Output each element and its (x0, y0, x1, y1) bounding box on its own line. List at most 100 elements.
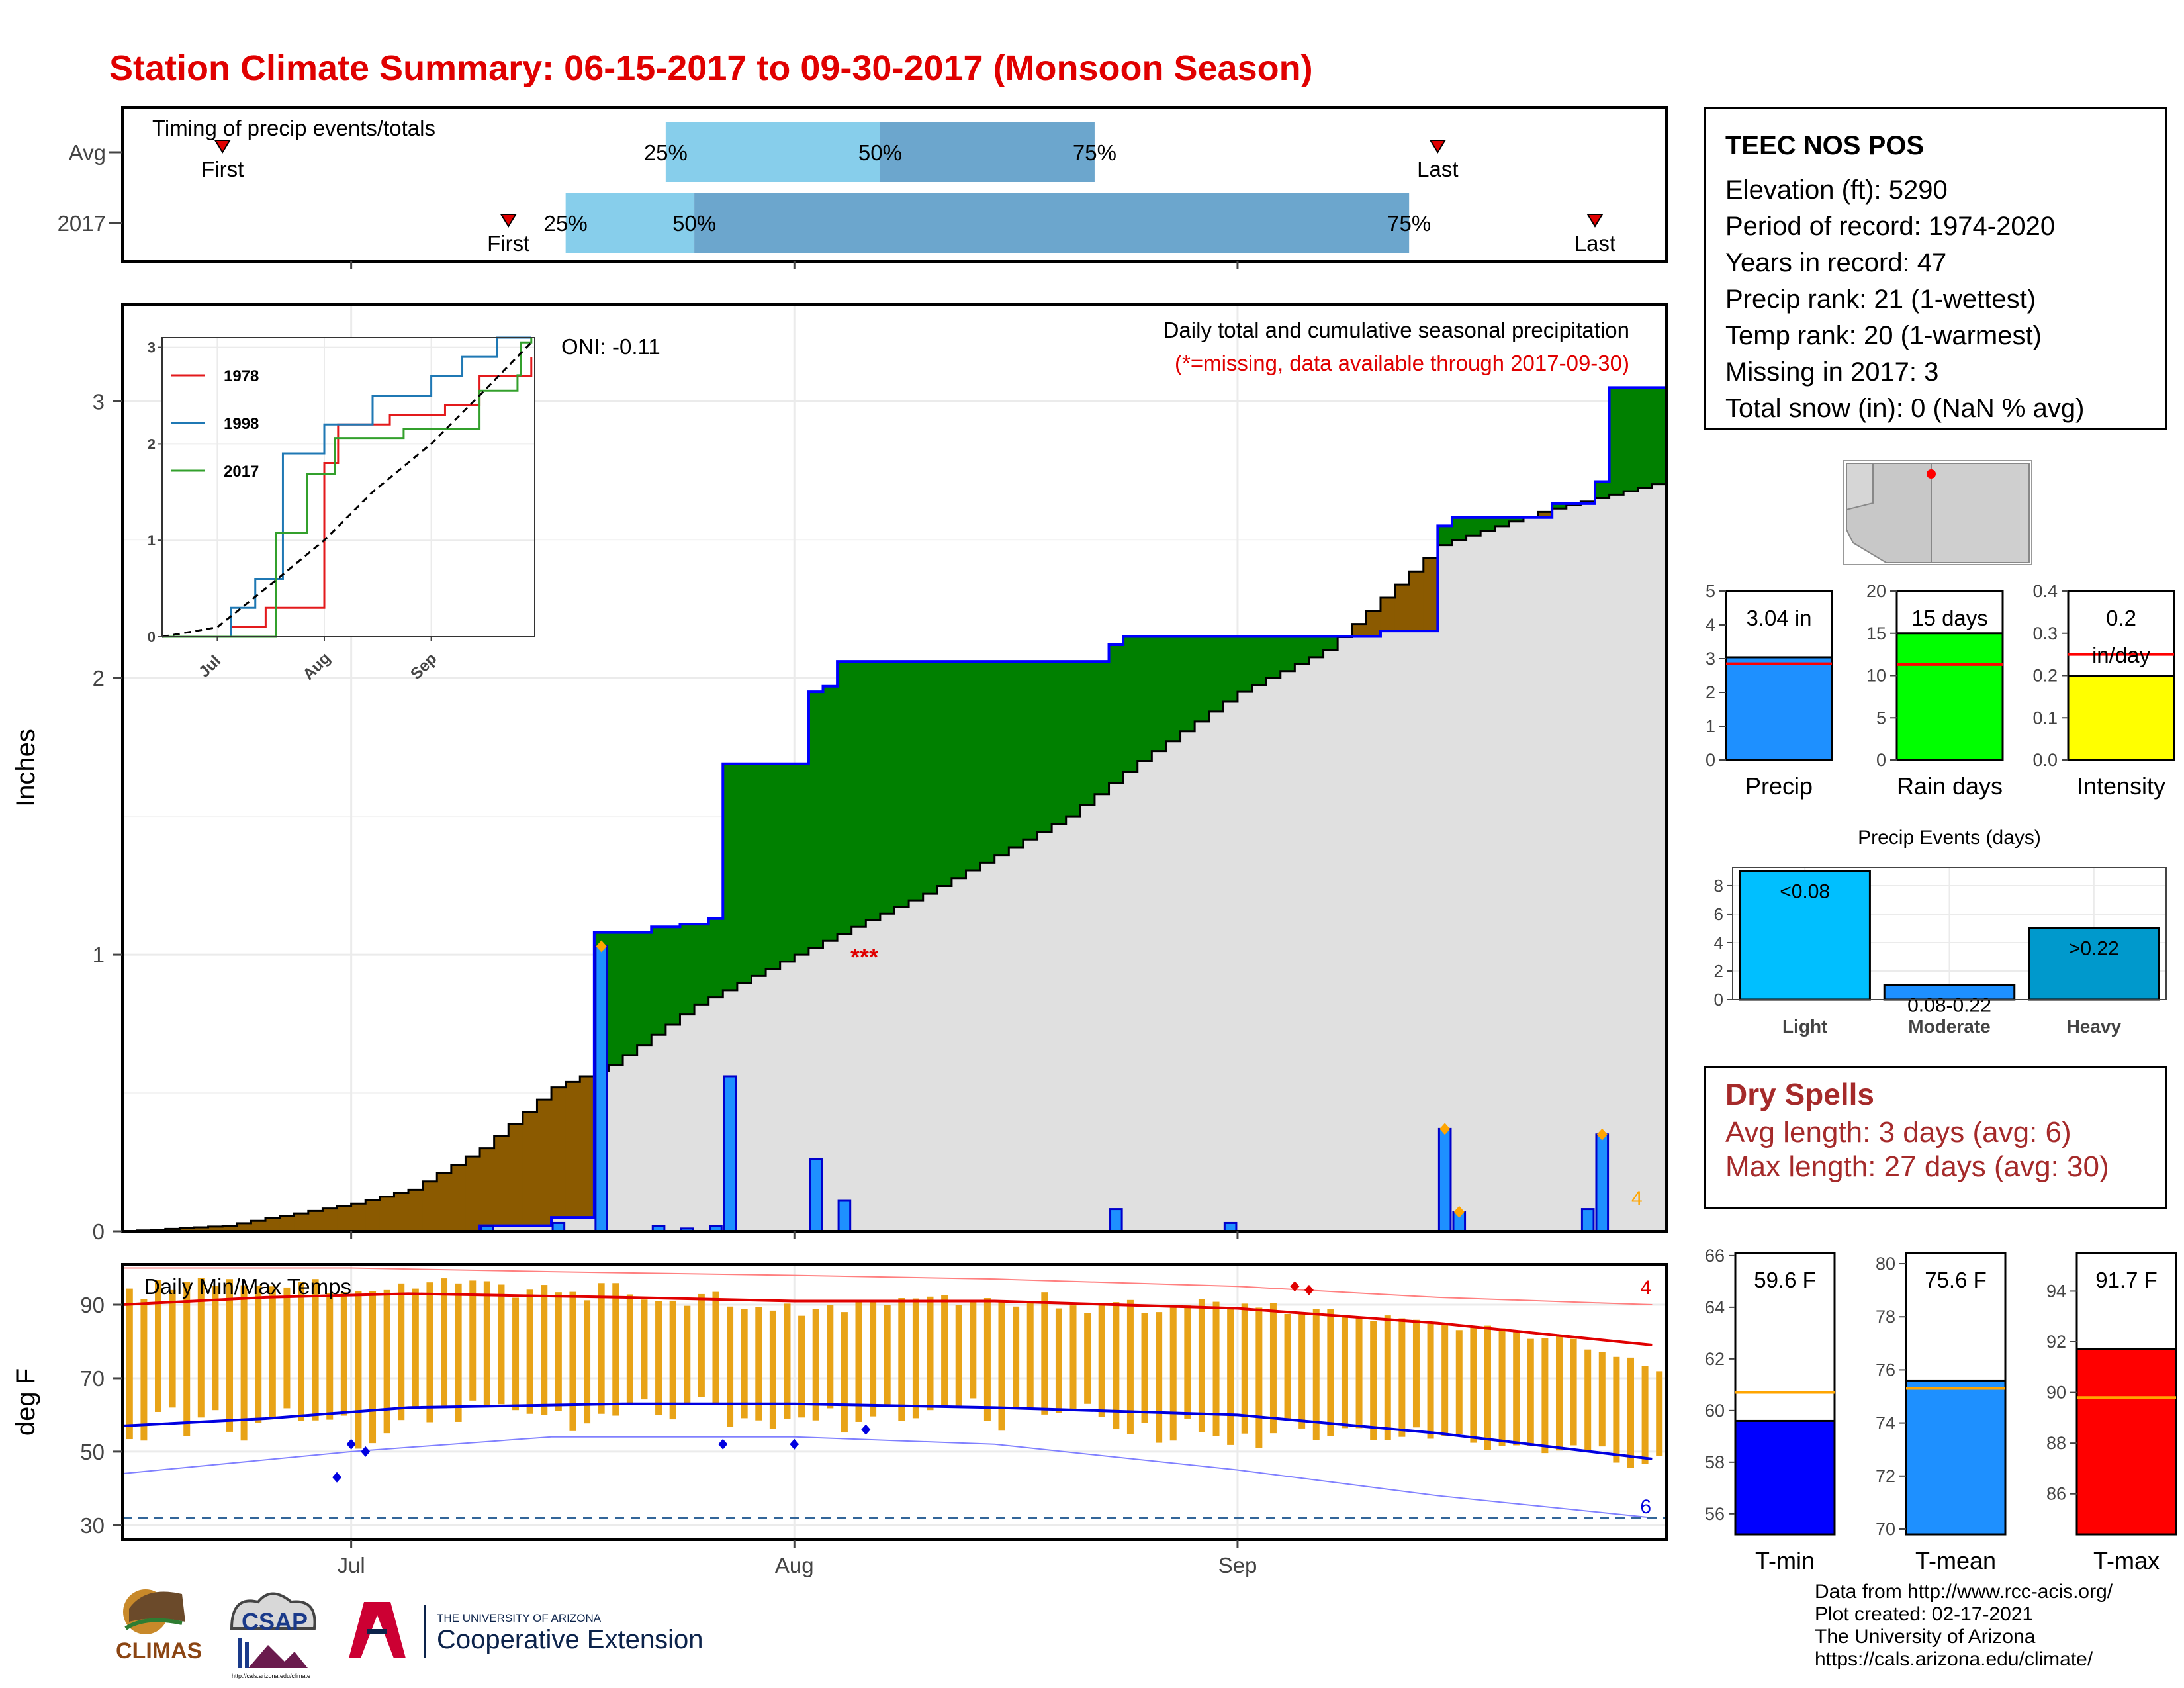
dry-spells-max: Max length: 27 days (avg: 30) (1725, 1150, 2109, 1183)
daily-temp-range-bar (1513, 1331, 1520, 1446)
record-max-marker (1304, 1284, 1314, 1295)
daily-temp-range-bar (1570, 1338, 1577, 1446)
surplus-fill (1466, 517, 1481, 536)
daily-precip-marker (1596, 1128, 1608, 1141)
event-bar-label: >0.22 (2069, 937, 2119, 959)
deficit-fill (465, 1156, 480, 1231)
surplus-fill (1052, 661, 1067, 824)
surplus-fill (1451, 517, 1467, 541)
daily-temp-range-bar (169, 1289, 176, 1408)
daily-temp-range-bar (1126, 1299, 1134, 1434)
daily-temp-range-bar (998, 1301, 1005, 1431)
timing-q75-label: 75% (1387, 211, 1431, 236)
intensity-ytick-label: 0.1 (2032, 708, 2058, 727)
tmean-ytick-label: 70 (1876, 1519, 1895, 1539)
tmin-bar (1734, 1419, 1836, 1536)
precip-ytick-label: 2 (93, 666, 105, 690)
station-precip-rank: Precip rank: 21 (1-wettest) (1725, 285, 2036, 314)
deficit-fill (194, 1227, 209, 1231)
surplus-fill (1637, 387, 1653, 488)
inset-avg-line (161, 342, 532, 638)
surplus-fill (1237, 636, 1253, 692)
daily-temp-range-bar (1026, 1302, 1034, 1408)
timing-row-label: Avg (69, 140, 106, 165)
precip-total-ytick-label: 4 (1706, 615, 1715, 635)
daily-temp-range-bar (884, 1305, 891, 1407)
daily-temp-range-bar (1184, 1305, 1191, 1419)
surplus-fill (1509, 517, 1524, 522)
daily-temp-range-bar (1527, 1338, 1534, 1446)
daily-temp-range-bar (898, 1298, 905, 1421)
inset-ytick-label: 3 (148, 340, 156, 356)
events-frame (1732, 867, 2167, 1000)
deficit-fill (580, 1076, 595, 1218)
ua-logo: THE UNIVERSITY OF ARIZONA Cooperative Ex… (349, 1602, 703, 1658)
deficit-fill (1537, 512, 1553, 518)
precip-panel-frame (121, 303, 1668, 1233)
daily-temp-range-bar (784, 1303, 791, 1419)
daily-precip-bar (594, 945, 608, 1233)
tmax-ytick-label: 92 (2046, 1332, 2066, 1352)
daily-temp-range-bar (1555, 1336, 1563, 1451)
record-max-marker (1290, 1281, 1300, 1292)
tmax-ytick-label: 88 (2046, 1433, 2066, 1453)
tmean-ytick-label: 72 (1876, 1466, 1895, 1486)
ua-small-text: THE UNIVERSITY OF ARIZONA (437, 1612, 602, 1624)
deficit-fill (279, 1215, 295, 1231)
station-name: TEEC NOS POS (1725, 131, 1925, 160)
daily-temp-range-bar (326, 1293, 334, 1420)
event-bar-heavy (2028, 927, 2160, 1001)
tmin-ytick-label: 66 (1705, 1246, 1725, 1266)
intensity-bar (2067, 675, 2175, 761)
timing-q50-label: 50% (672, 211, 716, 236)
daily-temp-range-bar (441, 1278, 448, 1409)
page-title: Station Climate Summary: 06-15-2017 to 0… (109, 48, 1313, 88)
daily-temp-range-bar (1212, 1301, 1220, 1436)
daily-temp-range-bar (426, 1282, 433, 1423)
daily-temp-range-bar (912, 1298, 919, 1419)
inset-ytick-label: 0 (148, 629, 156, 645)
event-xtick-label: Moderate (1908, 1016, 1990, 1037)
inset-legend-label: 2017 (224, 463, 259, 481)
tmean-ytick-label: 74 (1876, 1413, 1895, 1433)
daily-temp-range-bar (727, 1306, 734, 1427)
surplus-fill (723, 763, 738, 990)
daily-temp-range-bar (1498, 1328, 1506, 1446)
daily-temp-range-bar (798, 1315, 805, 1418)
csap-text: CSAP (242, 1608, 308, 1635)
daily-temp-range-bar (469, 1280, 477, 1401)
surplus-fill (1251, 636, 1267, 685)
logos: CLIMAS CSAP http://cals.arizona.edu/clim… (116, 1589, 703, 1679)
deficit-fill (251, 1221, 266, 1231)
surplus-fill (1066, 661, 1081, 817)
deficit-fill (1380, 597, 1396, 632)
deficit-fill (1409, 571, 1424, 632)
tmin-ytick-label: 58 (1705, 1452, 1725, 1472)
daily-temp-range-bar (1455, 1330, 1463, 1434)
daily-temp-range-bar (1370, 1321, 1377, 1440)
tmax-bar (2075, 1348, 2177, 1536)
daily-temp-range-bar (927, 1296, 934, 1411)
rain-days-ytick-label: 5 (1876, 708, 1886, 727)
daily-precip-bar (809, 1158, 823, 1233)
timing-last-marker (1429, 140, 1447, 154)
dry-spells-avg: Avg length: 3 days (avg: 6) (1725, 1116, 2071, 1149)
event-ytick-label: 8 (1714, 876, 1723, 896)
daily-temp-range-bar (1412, 1319, 1420, 1428)
deficit-fill (394, 1193, 409, 1231)
daily-temp-range-bar (1284, 1313, 1291, 1420)
surplus-fill (823, 686, 838, 941)
surplus-fill (980, 661, 995, 863)
map-new-mexico (1931, 463, 2030, 563)
precip-ytick-label: 3 (93, 389, 105, 414)
surplus-fill (866, 661, 881, 921)
surplus-fill (1208, 636, 1224, 712)
surplus-fill (1165, 636, 1181, 741)
temp-corner-bottom: 6 (1640, 1496, 1651, 1518)
daily-temp-range-bar (1141, 1313, 1148, 1423)
daily-temp-range-bar (970, 1300, 977, 1399)
station-temp-rank: Temp rank: 20 (1-warmest) (1725, 321, 2042, 350)
surplus-fill (923, 661, 938, 894)
temp-ytick-label: 50 (80, 1440, 105, 1464)
